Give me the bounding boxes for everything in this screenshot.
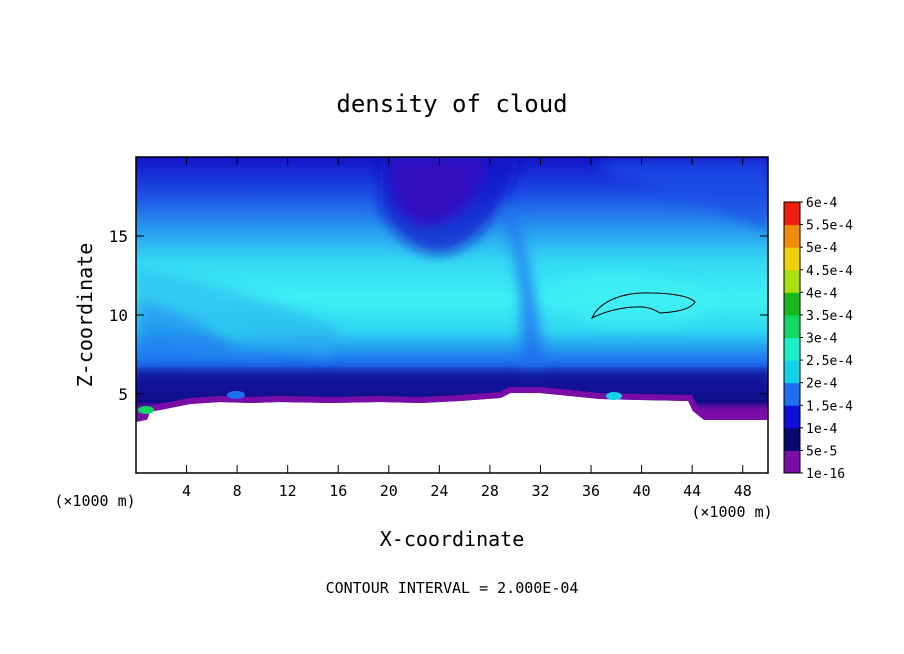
colorbar-label: 1.5e-4: [806, 399, 853, 414]
colorbar-swatch: [784, 269, 800, 293]
colorbar-label: 5e-5: [806, 444, 837, 459]
colorbar-label: 5.5e-4: [806, 219, 853, 234]
colorbar-label: 4.5e-4: [806, 264, 853, 279]
x-tick-label: 48: [734, 482, 752, 500]
y-tick-label: 10: [109, 306, 128, 325]
x-tick-label: 44: [683, 482, 701, 500]
y-axis-label: Z-coordinate: [73, 243, 97, 388]
x-tick-label: 24: [430, 482, 448, 500]
ground-edge: [136, 387, 768, 422]
colorbar-swatch: [784, 224, 800, 248]
x-tick-label: 40: [633, 482, 651, 500]
x-unit-left: (×1000 m): [54, 492, 135, 510]
colorbar-label: 3.5e-4: [806, 309, 853, 324]
x-tick-label: 16: [329, 482, 347, 500]
colorbar-label: 2.5e-4: [806, 354, 853, 369]
x-tick-label: 12: [279, 482, 297, 500]
y-tick-label: 15: [109, 227, 128, 246]
cloud-spot-38km: [606, 392, 622, 400]
colorbar-label: 5e-4: [806, 241, 837, 256]
x-tick-label: 36: [582, 482, 600, 500]
colorbar-swatch: [784, 360, 800, 384]
x-tick-label: 8: [233, 482, 242, 500]
colorbar-swatch: [784, 247, 800, 271]
x-unit-right: (×1000 m): [691, 503, 772, 521]
y-tick-label: 5: [118, 385, 128, 404]
colorbar-swatch: [784, 337, 800, 361]
y-ticks: 5 10 15: [109, 227, 768, 404]
x-axis-label: X-coordinate: [380, 527, 525, 551]
colorbar-label: 3e-4: [806, 332, 837, 347]
x-tick-label: 20: [380, 482, 398, 500]
plot-area: [136, 157, 768, 473]
x-tick-label: 32: [531, 482, 549, 500]
colorbar-label: 1e-4: [806, 422, 837, 437]
cloud-spot-left: [138, 406, 154, 414]
colorbar: 1e-16 5e-5 1e-4 1.5e-4 2e-4 2.5e-4 3e-4 3.5e-4 4…: [783, 196, 853, 482]
colorbar-label: 4e-4: [806, 286, 837, 301]
colorbar-swatch: [784, 314, 800, 338]
x-ticks: 4 8 12 16 20 24 28 32 36 40 44 48: [182, 157, 752, 500]
contour-interval-note: CONTOUR INTERVAL = 2.000E-04: [326, 579, 579, 597]
colorbar-label: 1e-16: [806, 467, 845, 482]
colorbar-swatch: [784, 450, 800, 474]
colorbar-swatch: [784, 427, 800, 451]
x-tick-label: 28: [481, 482, 499, 500]
colorbar-swatch: [784, 382, 800, 406]
colorbar-swatch: [784, 405, 800, 429]
x-tick-label: 4: [182, 482, 191, 500]
colorbar-label: 6e-4: [806, 196, 837, 211]
colorbar-swatch: [784, 202, 800, 226]
contour-line-2e-4: [590, 292, 696, 320]
ground-mask: [136, 393, 768, 473]
field-features: [136, 157, 768, 370]
cloud-spot-8km: [227, 391, 245, 399]
colorbar-swatch: [784, 292, 800, 316]
chart-title: density of cloud: [336, 90, 567, 118]
colorbar-label: 2e-4: [806, 377, 837, 392]
